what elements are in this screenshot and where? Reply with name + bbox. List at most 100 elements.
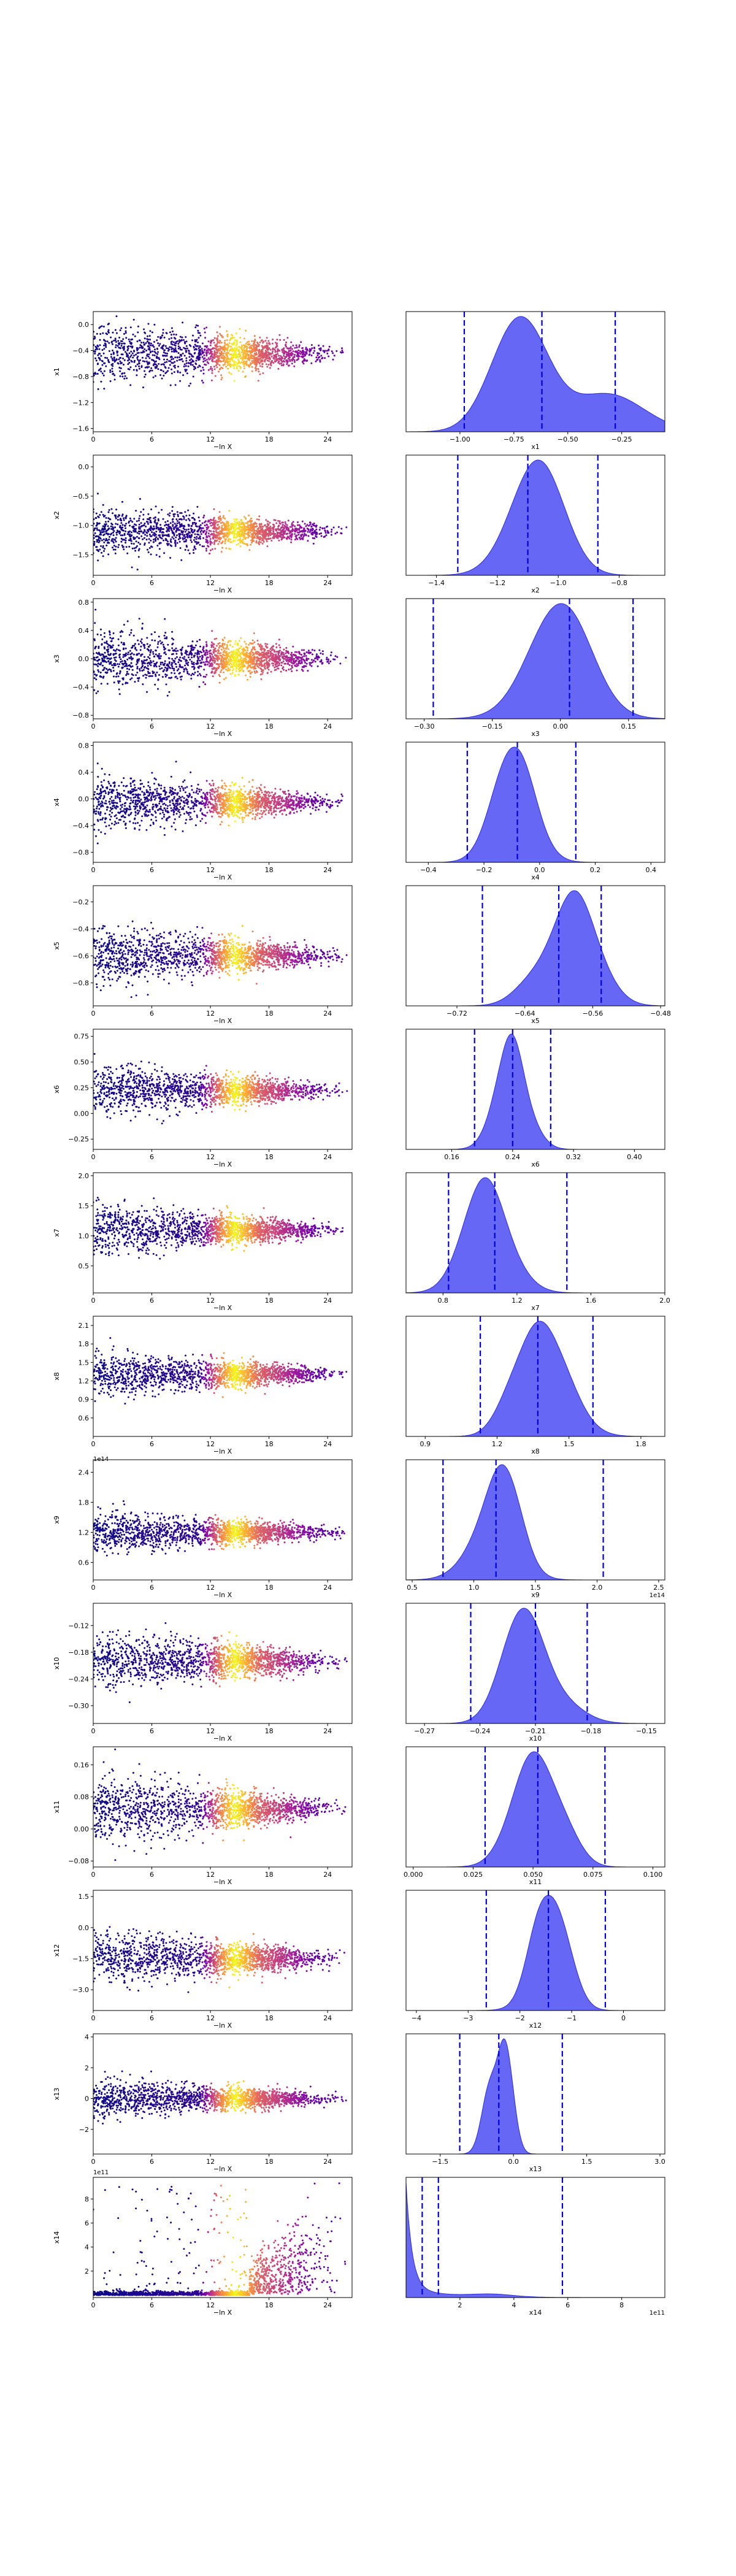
scatter-point (198, 349, 201, 351)
scatter-point (99, 514, 101, 516)
scatter-point (245, 529, 247, 531)
scatter-point (136, 532, 139, 534)
scatter-point (157, 518, 159, 520)
scatter-point (259, 525, 261, 527)
scatter-point (169, 540, 172, 542)
density-area (406, 459, 665, 575)
scatter-point (140, 522, 142, 524)
scatter-point (223, 515, 224, 517)
scatter-point (99, 531, 102, 534)
scatter-point (325, 534, 328, 537)
scatter-point (130, 350, 132, 353)
scatter-point (215, 519, 217, 522)
scatter-point (231, 356, 233, 359)
scatter-point (126, 353, 128, 355)
x-tick-label: −0.75 (504, 435, 524, 443)
scatter-point (251, 542, 253, 544)
scatter-point (282, 363, 285, 366)
scatter-point (142, 675, 145, 677)
scatter-point (142, 669, 145, 671)
scatter-point (98, 356, 100, 359)
scatter-point (324, 529, 326, 532)
scatter-point (180, 559, 183, 561)
scatter-point (279, 339, 282, 341)
scatter-point (119, 370, 121, 372)
scatter-point (106, 333, 109, 335)
scatter-point (274, 519, 277, 521)
scatter-point (202, 537, 204, 539)
scatter-point (101, 660, 104, 662)
scatter-point (113, 657, 115, 659)
scatter-point (188, 552, 191, 554)
scatter-point (247, 534, 250, 537)
scatter-point (100, 683, 102, 685)
scatter-point (260, 649, 263, 651)
scatter-point (156, 339, 158, 342)
scatter-point (295, 659, 297, 662)
scatter-point (220, 361, 223, 363)
scatter-point (277, 661, 280, 664)
scatter-point (190, 361, 193, 364)
scatter-point (193, 546, 196, 549)
scatter-point (224, 529, 226, 531)
scatter-point (120, 518, 121, 520)
scatter-point (159, 343, 161, 345)
scatter-point (315, 528, 318, 531)
scatter-point (106, 357, 109, 359)
scatter-point (306, 524, 309, 526)
scatter-point (102, 545, 104, 547)
scatter-point (164, 367, 167, 369)
scatter-point (105, 668, 108, 670)
scatter-point (149, 521, 151, 523)
scatter-point (108, 654, 110, 656)
scatter-point (177, 347, 180, 350)
scatter-point (268, 659, 270, 662)
scatter-point (310, 355, 313, 356)
scatter-point (127, 651, 129, 654)
scatter-point (261, 534, 263, 536)
scatter-point (226, 531, 228, 534)
scatter-point (228, 510, 231, 512)
scatter-point (101, 551, 103, 554)
scatter-point (164, 673, 167, 676)
scatter-point (151, 344, 154, 347)
scatter-point (254, 648, 256, 651)
scatter-point (104, 648, 106, 650)
scatter-point (211, 668, 213, 670)
scatter-point (119, 356, 121, 359)
scatter-point (239, 367, 242, 369)
scatter-point (183, 355, 186, 357)
scatter-point (270, 670, 272, 673)
scatter-point (148, 347, 151, 349)
scatter-point (307, 531, 309, 533)
scatter-point (259, 361, 262, 363)
scatter-point (195, 522, 197, 524)
scatter-point (274, 351, 277, 353)
scatter-point (144, 522, 146, 524)
scatter-point (187, 365, 190, 367)
scatter-point (237, 539, 239, 542)
scatter-point (144, 366, 147, 369)
scatter-point (145, 539, 148, 541)
scatter-point (220, 519, 222, 521)
scatter-point (128, 539, 130, 542)
scatter-point (229, 338, 232, 340)
scatter-point (150, 350, 152, 353)
scatter-point (235, 657, 237, 660)
scatter-point (274, 361, 277, 363)
scatter-point (136, 349, 139, 351)
scatter-point (111, 367, 113, 370)
scatter-point (177, 343, 180, 345)
scatter-point (148, 342, 150, 344)
scatter-point (150, 367, 153, 369)
scatter-point (112, 546, 113, 549)
scatter-point (282, 530, 284, 532)
scatter-point (213, 543, 215, 545)
scatter-point (153, 346, 155, 348)
scatter-point (235, 345, 237, 347)
scatter-point (246, 341, 248, 343)
scatter-point (259, 341, 261, 343)
x-tick-label: −0.50 (558, 435, 578, 443)
scatter-point (99, 344, 101, 347)
scatter-point (134, 643, 136, 645)
